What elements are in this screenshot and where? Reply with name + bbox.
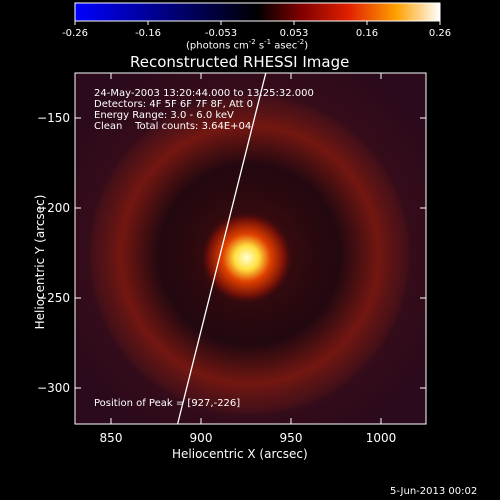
plot-frame: [74, 72, 427, 425]
date-stamp: 5-Jun-2013 00:02: [390, 486, 478, 497]
y-tick-label: −150: [37, 111, 70, 125]
x-tick-label: 850: [100, 431, 123, 445]
emission-peak: [198, 209, 295, 306]
colorbar-tick-label: -0.16: [135, 28, 161, 39]
x-axis-label: Heliocentric X (arcsec): [172, 447, 308, 461]
solar-limb-line: [176, 73, 267, 424]
y-tick-label: −300: [37, 381, 70, 395]
colorbar-tick-label: -0.053: [205, 28, 237, 39]
x-tick-label: 900: [190, 431, 213, 445]
heatmap-image: [75, 73, 426, 424]
x-tick-label: 950: [280, 431, 303, 445]
colorbar-tick-label: -0.26: [62, 28, 88, 39]
info-line-4: Clean Total counts: 3.64E+04: [94, 121, 252, 132]
colorbar-tick-label: 0.053: [280, 28, 309, 39]
colorbar-label: (photons cm-2 s-1 asec-2): [186, 38, 309, 52]
colorbar-tick-label: 0.16: [356, 28, 378, 39]
x-axis-ticks: 850 900 950 1000: [100, 73, 397, 445]
x-tick-label: 1000: [366, 431, 397, 445]
y-axis-ticks: −150 −200 −250 −300: [37, 111, 426, 395]
peak-position-label: Position of Peak = [927,-226]: [94, 398, 241, 409]
colorbar-ticks: -0.26 -0.16 -0.053 0.053 0.16 0.26: [62, 21, 451, 39]
colorbar-tick-label: 0.26: [429, 28, 451, 39]
info-line-2: Detectors: 4F 5F 6F 7F 8F, Att 0: [94, 99, 254, 110]
info-line-3: Energy Range: 3.0 - 6.0 keV: [94, 110, 234, 121]
y-tick-label: −200: [37, 201, 70, 215]
y-tick-label: −250: [37, 291, 70, 305]
info-line-1: 24-May-2003 13:20:44.000 to 13:25:32.000: [94, 88, 314, 99]
colorbar: [74, 2, 441, 22]
y-axis-label: Heliocentric Y (arcsec): [33, 194, 47, 330]
chart-title: Reconstructed RHESSI Image: [130, 53, 350, 71]
